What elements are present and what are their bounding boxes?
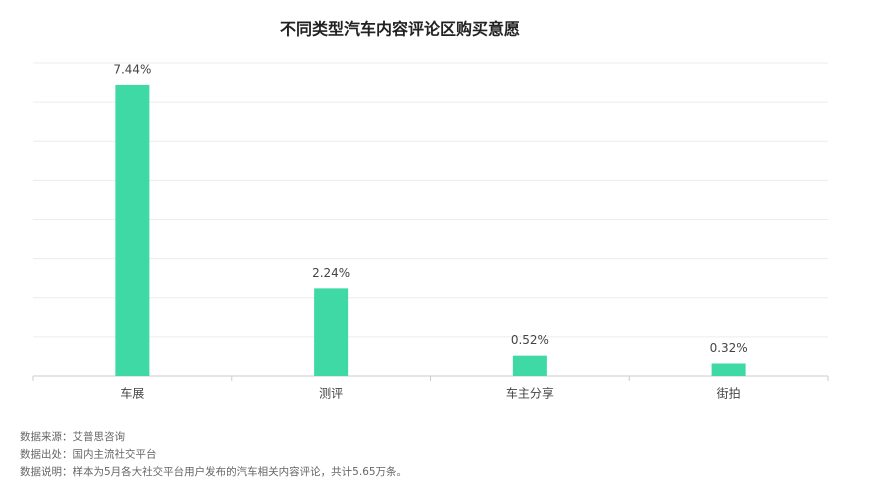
footnote: 数据出处：国内主流社交平台 bbox=[20, 448, 157, 461]
x-tick-label: 街拍 bbox=[717, 386, 741, 401]
footnote: 数据来源：艾普思咨询 bbox=[20, 430, 125, 443]
bar bbox=[115, 84, 150, 376]
x-tick-label: 车展 bbox=[120, 386, 144, 401]
footnote: 数据说明：样本为5月各大社交平台用户发布的汽车相关内容评论，共计5.65万条。 bbox=[20, 465, 407, 478]
value-label: 0.52% bbox=[511, 333, 549, 347]
x-tick-label: 测评 bbox=[319, 387, 343, 401]
value-label: 7.44% bbox=[113, 62, 151, 76]
bar bbox=[314, 288, 349, 376]
chart-title: 不同类型汽车内容评论区购买意愿 bbox=[280, 20, 520, 39]
bar bbox=[711, 363, 746, 376]
bar bbox=[512, 355, 547, 376]
value-label: 0.32% bbox=[710, 341, 748, 355]
value-label: 2.24% bbox=[312, 266, 350, 280]
x-tick-label: 车主分享 bbox=[506, 386, 554, 401]
